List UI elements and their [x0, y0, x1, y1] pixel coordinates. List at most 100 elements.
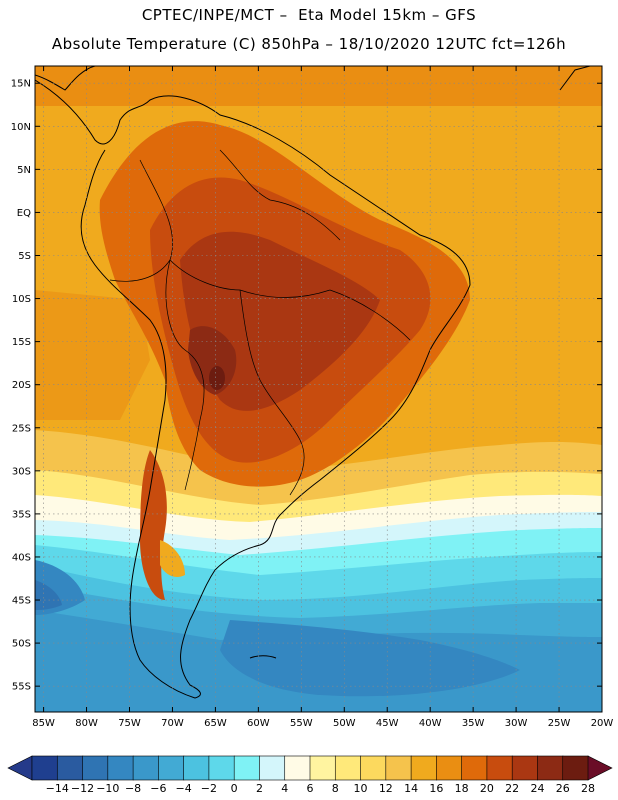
- colorbar-swatch: [410, 755, 437, 781]
- colorbar-swatch: [31, 755, 58, 781]
- colorbar-swatch: [360, 755, 387, 781]
- colorbar-swatch: [334, 755, 362, 781]
- lon-label: 35W: [462, 718, 485, 729]
- south-america-coastline: [35, 79, 471, 699]
- lat-label: 20S: [12, 380, 31, 391]
- colorbar-label: 16: [429, 782, 443, 795]
- chart-title-line1: CPTEC/INPE/MCT – Eta Model 15km – GFS: [141, 6, 477, 24]
- colorbar-label: 2: [256, 782, 263, 795]
- colorbar-label: 24: [530, 782, 544, 795]
- border-5: [109, 259, 171, 282]
- country-borders: [109, 149, 411, 496]
- colorbar-swatch: [385, 755, 412, 781]
- lon-label: 25W: [548, 718, 571, 729]
- lat-label: EQ: [17, 208, 31, 219]
- colorbar-label: 26: [556, 782, 570, 795]
- colorbar-swatch: [309, 755, 336, 781]
- lon-label: 60W: [247, 718, 270, 729]
- colorbar: [7, 755, 613, 781]
- lon-label: 50W: [333, 718, 356, 729]
- lat-label: 5N: [17, 165, 31, 176]
- colorbar-label: 12: [379, 782, 393, 795]
- colorbar-swatch: [158, 755, 185, 781]
- colorbar-swatch: [486, 755, 513, 781]
- lon-label: 65W: [204, 718, 227, 729]
- colorbar-label: 4: [281, 782, 288, 795]
- lon-label: 20W: [591, 718, 614, 729]
- colorbar-label: −12: [71, 782, 94, 795]
- colorbar-label: −4: [176, 782, 192, 795]
- lat-label: 10N: [11, 122, 31, 133]
- border-4: [219, 149, 341, 241]
- lat-label: 45S: [12, 596, 31, 607]
- lat-label: 25S: [12, 423, 31, 434]
- colorbar-label: −14: [46, 782, 69, 795]
- lat-label: 15N: [11, 79, 31, 90]
- colorbar-under-triangle: [7, 755, 33, 781]
- lon-label: 80W: [75, 718, 98, 729]
- caribbean-band: [35, 66, 602, 106]
- lat-label: 35S: [12, 509, 31, 520]
- map-frame: [34, 65, 603, 713]
- temperature-field: [35, 66, 602, 712]
- lon-label: 55W: [290, 718, 313, 729]
- colorbar-label: 18: [455, 782, 469, 795]
- colorbar-swatch: [284, 755, 311, 781]
- graticule: [35, 66, 603, 712]
- lat-label: 5S: [18, 251, 31, 262]
- border-3: [239, 289, 305, 496]
- lon-label: 45W: [376, 718, 399, 729]
- colorbar-label: 22: [505, 782, 519, 795]
- colorbar-label: −8: [125, 782, 141, 795]
- colorbar-swatch: [562, 755, 589, 781]
- colorbar-label: 20: [480, 782, 494, 795]
- latitude-labels: 15N 10N 5N EQ 5S 10S 15S 20S 25S 30S 35S 40S 45S 50S 5…: [11, 79, 602, 693]
- colorbar-swatch: [132, 755, 159, 781]
- coastlines: [35, 66, 591, 699]
- border-6: [329, 289, 411, 341]
- lat-label: 55S: [12, 682, 31, 693]
- colorbar-swatch: [208, 755, 235, 781]
- colorbar-label: 8: [332, 782, 339, 795]
- colorbar-swatch: [537, 755, 564, 781]
- colorbar-label: 14: [404, 782, 418, 795]
- colorbar-label: −6: [150, 782, 166, 795]
- cold-core: [220, 620, 520, 697]
- colorbar-labels: −14 −12 −10 −8 −6 −4 −2 0 2 4 6 8 10 12 14 16 18 20 22 24 26…: [46, 782, 595, 795]
- central-america-coastline: [35, 66, 96, 91]
- lon-label: 75W: [118, 718, 141, 729]
- colorbar-label: 10: [354, 782, 368, 795]
- colorbar-swatch: [461, 755, 488, 781]
- colorbar-swatch: [511, 755, 539, 781]
- lon-label: 85W: [32, 718, 55, 729]
- lat-label: 40S: [12, 552, 31, 563]
- pacific-warm-patch: [35, 290, 150, 420]
- colorbar-swatch: [56, 755, 84, 781]
- lon-label: 40W: [419, 718, 442, 729]
- colorbar-label: −2: [201, 782, 217, 795]
- lat-label: 30S: [12, 466, 31, 477]
- lat-label: 50S: [12, 639, 31, 650]
- longitude-labels: 85W 80W 75W 70W 65W 60W 55W 50W 45W 40W 35W 30W 25W 2…: [32, 66, 613, 729]
- border-1: [139, 159, 331, 298]
- chart-title-line2: Absolute Temperature (C) 850hPa – 18/10/…: [51, 35, 567, 53]
- colorbar-swatch: [82, 755, 109, 781]
- lat-label: 10S: [12, 294, 31, 305]
- patagonia-patch: [160, 540, 185, 577]
- border-2: [165, 259, 205, 491]
- falklands-outline: [249, 655, 277, 659]
- colorbar-swatch: [259, 755, 286, 781]
- colorbar-over-triangle: [587, 755, 613, 781]
- colorbar-swatch: [183, 755, 210, 781]
- colorbar-label: 28: [581, 782, 595, 795]
- colorbar-swatch: [107, 755, 134, 781]
- colorbar-swatch: [436, 755, 463, 781]
- colorbar-label: −10: [96, 782, 119, 795]
- colorbar-label: 6: [307, 782, 314, 795]
- hot-spot: [209, 366, 225, 390]
- caribbean-islands: [559, 66, 591, 91]
- lat-label: 15S: [12, 337, 31, 348]
- lon-label: 70W: [161, 718, 184, 729]
- lon-label: 30W: [505, 718, 528, 729]
